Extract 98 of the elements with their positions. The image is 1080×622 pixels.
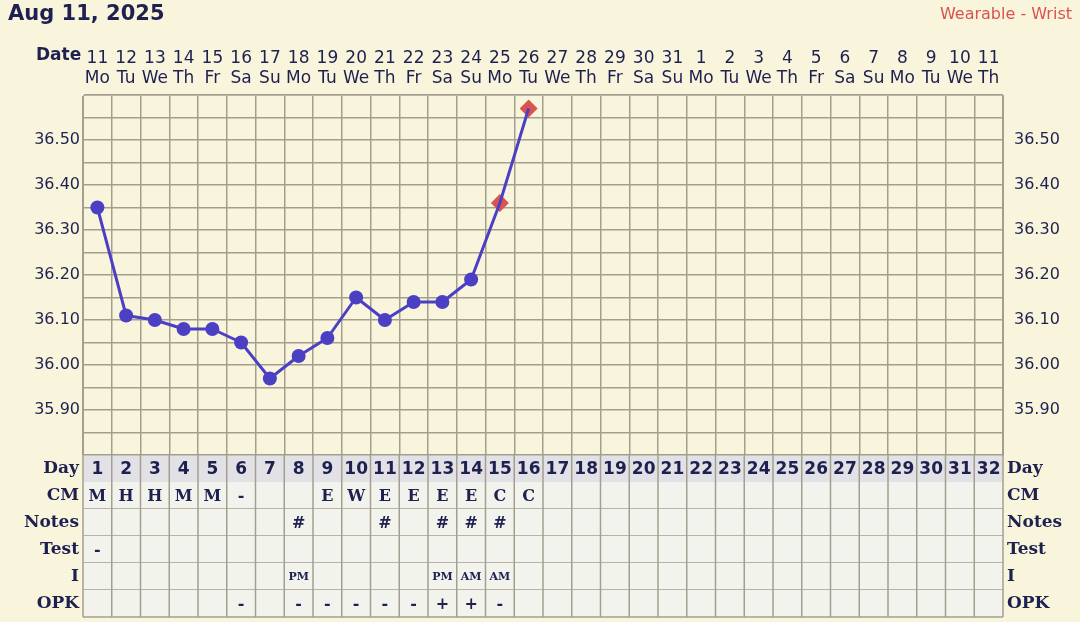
x2-tick-label: 23	[718, 457, 742, 478]
x-tick-label: 3 We	[745, 46, 772, 88]
y-tick-label: 36.40	[34, 174, 80, 194]
x-tick-label: 16 Sa	[230, 46, 252, 88]
x2-tick-label: 19	[603, 457, 627, 478]
text: OPK	[36, 591, 79, 612]
text: -	[94, 539, 101, 559]
x-tick-label: 26 Tu	[517, 46, 540, 88]
x-tick-label: 9 Tu	[920, 46, 941, 88]
x-tick-label: 20 We	[342, 46, 370, 88]
y2-tick-label: 36.20	[1014, 264, 1060, 284]
text: Test	[1007, 537, 1047, 558]
text: I	[1007, 564, 1015, 585]
x2-tick-label: 5	[206, 457, 219, 478]
chart-subtitle: Wearable - Wrist	[939, 4, 1072, 23]
y-tick-label: 36.10	[34, 309, 80, 329]
x2-tick-label: 14	[459, 457, 484, 478]
x-tick-label: 17 Su	[259, 46, 281, 88]
x-tick-label: 12 Tu	[115, 46, 137, 88]
y-tick-label: 35.90	[34, 399, 80, 419]
x2-tick-label: 4	[177, 457, 190, 478]
x-tick-label: 11 Mo	[84, 46, 110, 88]
x-tick-label: 25 Mo	[487, 46, 513, 88]
x2-tick-label: 2	[120, 457, 133, 478]
x2-tick-label: 30	[919, 457, 944, 478]
text: CM	[1007, 483, 1040, 504]
x-tick-label: 19 Tu	[316, 46, 339, 88]
x-tick-label: 30 Sa	[632, 46, 655, 88]
y2-tick-label: 36.00	[1014, 354, 1060, 374]
x-tick-label: 1 Mo	[688, 46, 714, 88]
x-tick-label: 11 Th	[977, 46, 1000, 88]
x2-tick-label: 21	[660, 457, 685, 478]
x-tick-label: 5 Fr	[808, 46, 824, 88]
y-tick-label: 36.50	[34, 129, 80, 149]
x2-tick-label: 17	[545, 457, 570, 478]
x-tick-label: 13 We	[141, 46, 169, 88]
x2-tick-label: 25	[775, 457, 800, 478]
text: Notes	[23, 510, 79, 531]
x-tick-label: 18 Mo	[286, 46, 312, 88]
x2-tick-label: 16	[516, 457, 541, 478]
x2-tick-label: 3	[148, 457, 161, 478]
text: Notes	[1007, 510, 1063, 531]
x-tick-label: 27 We	[544, 46, 571, 88]
x2-tick-label: 15	[488, 457, 512, 478]
text: - - - - - - + + -	[237, 593, 504, 613]
x2-tick-label: 18	[574, 457, 598, 478]
text: PM PM AM AM	[288, 570, 511, 584]
x-tick-label: 15 Fr	[201, 46, 224, 88]
x2-tick-label: 8	[292, 457, 305, 478]
x2-tick-label: 27	[833, 457, 857, 478]
x-tick-label: 24 Su	[460, 46, 482, 88]
x2-tick-label: 22	[689, 457, 713, 478]
x2-tick-label: 26	[804, 457, 828, 478]
y2-tick-label: 36.40	[1014, 174, 1060, 194]
x2-tick-label: 20	[631, 457, 656, 478]
x2-tick-label: 32	[976, 457, 1001, 478]
text: # # # # #	[291, 512, 507, 532]
y2-tick-label: 36.30	[1014, 219, 1060, 239]
text: I	[71, 564, 79, 585]
text: M H H M M - E W E E E E C C	[88, 485, 535, 505]
x-tick-label: 2 Tu	[719, 46, 740, 88]
y-tick-label: 36.00	[34, 354, 80, 374]
x2-tick-label: 31	[948, 457, 972, 478]
x2-tick-label: 6	[235, 457, 248, 478]
y2-tick-label: 36.50	[1014, 129, 1060, 149]
x-tick-label: 29 Fr	[604, 46, 626, 88]
x-tick-label: 31 Su	[661, 46, 684, 88]
x2-tick-label: 13	[430, 457, 455, 478]
x-tick-label: 10 We	[946, 46, 974, 88]
text: OPK	[1007, 591, 1051, 612]
x-tick-label: 4 Th	[775, 46, 798, 88]
x2-tick-label: 1	[91, 457, 104, 478]
x-tick-label: 23 Sa	[431, 46, 454, 88]
x2-tick-label: 28	[861, 457, 886, 478]
x2-tick-label: 7	[263, 457, 276, 478]
chart-title: Aug 11, 2025	[8, 1, 165, 25]
x2-tick-label: 12	[401, 457, 426, 478]
x2-tick-label: 29	[890, 457, 915, 478]
x-tick-label: 7 Su	[862, 46, 885, 88]
x-tick-label: 14 Th	[172, 46, 195, 88]
y2-tick-label: 36.10	[1014, 309, 1060, 329]
text: Test	[40, 537, 79, 558]
x2-tick-label: 10	[344, 457, 369, 478]
y2-tick-label: 35.90	[1014, 399, 1060, 419]
x2-tick-label: 9	[321, 457, 334, 478]
x-tick-label: 21 Th	[373, 46, 396, 88]
y-tick-label: 36.20	[34, 264, 80, 284]
x-tick-label: 22 Fr	[402, 46, 425, 88]
x2-tick-label: 24	[746, 457, 771, 478]
x2-axis-title: Day	[1007, 456, 1044, 477]
x2-tick-label: 11	[373, 457, 397, 478]
x-tick-label: 28 Th	[574, 46, 597, 88]
y-tick-label: 36.30	[34, 219, 80, 239]
x-tick-label: 8 Mo	[889, 46, 915, 88]
text: Day	[43, 456, 79, 477]
text: CM	[46, 483, 79, 504]
x-tick-label: 6 Sa	[834, 46, 856, 88]
x-axis-title: Date	[36, 44, 82, 65]
